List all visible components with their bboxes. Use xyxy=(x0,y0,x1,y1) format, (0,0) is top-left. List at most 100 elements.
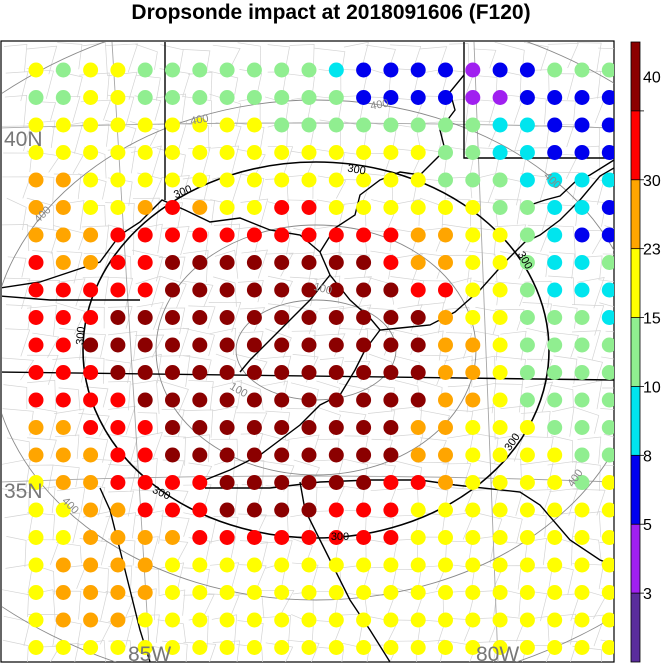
impact-dot xyxy=(410,502,426,518)
impact-dot xyxy=(110,420,126,435)
impact-dot xyxy=(519,145,535,160)
county-border xyxy=(182,123,210,152)
impact-dot xyxy=(192,227,208,243)
impact-dot xyxy=(519,337,535,353)
impact-dot xyxy=(438,227,453,243)
impact-dot xyxy=(356,420,372,435)
county-border xyxy=(163,435,186,466)
county-border xyxy=(264,96,289,122)
impact-dot xyxy=(383,502,399,518)
impact-dot xyxy=(601,392,614,408)
impact-dot xyxy=(356,365,372,380)
impact-dot xyxy=(465,502,481,518)
county-border xyxy=(182,280,214,308)
impact-dot xyxy=(383,530,399,545)
impact-dot xyxy=(110,310,126,325)
impact-dot xyxy=(492,145,508,160)
impact-dot xyxy=(110,640,126,655)
county-border xyxy=(81,333,106,358)
impact-dot xyxy=(328,337,344,353)
county-border xyxy=(158,355,191,387)
impact-dot xyxy=(110,392,126,408)
impact-dot xyxy=(328,640,344,655)
county-border xyxy=(579,255,603,279)
impact-dot xyxy=(465,172,481,188)
impact-dot xyxy=(246,557,262,573)
impact-dot xyxy=(383,172,399,188)
impact-dot xyxy=(519,310,535,325)
county-border xyxy=(601,356,614,360)
impact-dot xyxy=(246,420,262,435)
impact-dot xyxy=(274,502,290,518)
impact-dot xyxy=(246,392,262,408)
impact-dot xyxy=(110,227,126,243)
colorbar-tick-label: 3 xyxy=(643,586,652,603)
impact-dot xyxy=(192,117,208,133)
county-border xyxy=(494,224,527,258)
county-border xyxy=(265,328,292,359)
impact-dot xyxy=(192,62,208,78)
impact-dot xyxy=(165,585,180,600)
impact-dot xyxy=(301,557,317,573)
impact-dot xyxy=(28,227,44,243)
impact-dot xyxy=(328,227,344,243)
county-border xyxy=(214,249,239,279)
impact-dot xyxy=(492,502,508,518)
impact-dot xyxy=(465,145,481,160)
impact-dot xyxy=(383,392,399,408)
impact-dot xyxy=(410,447,426,463)
impact-dot xyxy=(301,62,317,78)
impact-dot xyxy=(438,475,453,490)
impact-dot xyxy=(110,612,126,628)
county-border xyxy=(32,332,60,358)
impact-dot xyxy=(328,530,344,545)
county-border xyxy=(442,463,472,489)
county-border xyxy=(32,486,56,514)
impact-dot xyxy=(55,200,71,215)
impact-dot xyxy=(383,227,399,243)
impact-dot xyxy=(547,530,563,545)
impact-dot xyxy=(165,530,180,545)
impact-dot xyxy=(137,255,153,270)
impact-dot xyxy=(110,585,126,600)
impact-dot xyxy=(110,62,126,78)
impact-dot xyxy=(328,200,344,215)
county-border xyxy=(3,384,28,410)
county-border xyxy=(57,278,86,307)
impact-dot xyxy=(55,585,71,600)
county-border xyxy=(4,277,31,310)
county-border xyxy=(108,464,138,492)
impact-dot xyxy=(28,475,44,490)
county-border xyxy=(5,71,29,102)
impact-dot xyxy=(574,62,590,78)
county-border xyxy=(366,307,394,336)
impact-dot xyxy=(410,310,426,325)
county-border xyxy=(553,355,578,385)
impact-dot xyxy=(574,200,590,215)
county-border xyxy=(78,412,110,437)
impact-dot xyxy=(192,557,208,573)
impact-dot xyxy=(492,282,508,298)
impact-dot xyxy=(192,200,208,215)
county-border xyxy=(494,42,525,70)
county-border xyxy=(54,408,85,437)
lat-label-40n: 40N xyxy=(4,128,43,151)
impact-dot xyxy=(438,530,453,545)
county-border xyxy=(27,437,57,459)
impact-dot xyxy=(301,145,317,160)
impact-dot xyxy=(28,255,44,270)
impact-dot xyxy=(547,585,563,600)
impact-dot xyxy=(547,117,563,133)
impact-dot xyxy=(274,612,290,628)
impact-dot xyxy=(28,117,44,133)
impact-dot xyxy=(519,475,535,490)
county-border xyxy=(156,328,190,358)
impact-dot xyxy=(192,282,208,298)
impact-dot xyxy=(137,172,153,188)
impact-dot xyxy=(301,282,317,298)
impact-dot xyxy=(574,145,590,160)
impact-dot xyxy=(55,255,71,270)
impact-dot xyxy=(574,392,590,408)
impact-dot xyxy=(438,640,453,655)
county-border xyxy=(58,387,81,411)
